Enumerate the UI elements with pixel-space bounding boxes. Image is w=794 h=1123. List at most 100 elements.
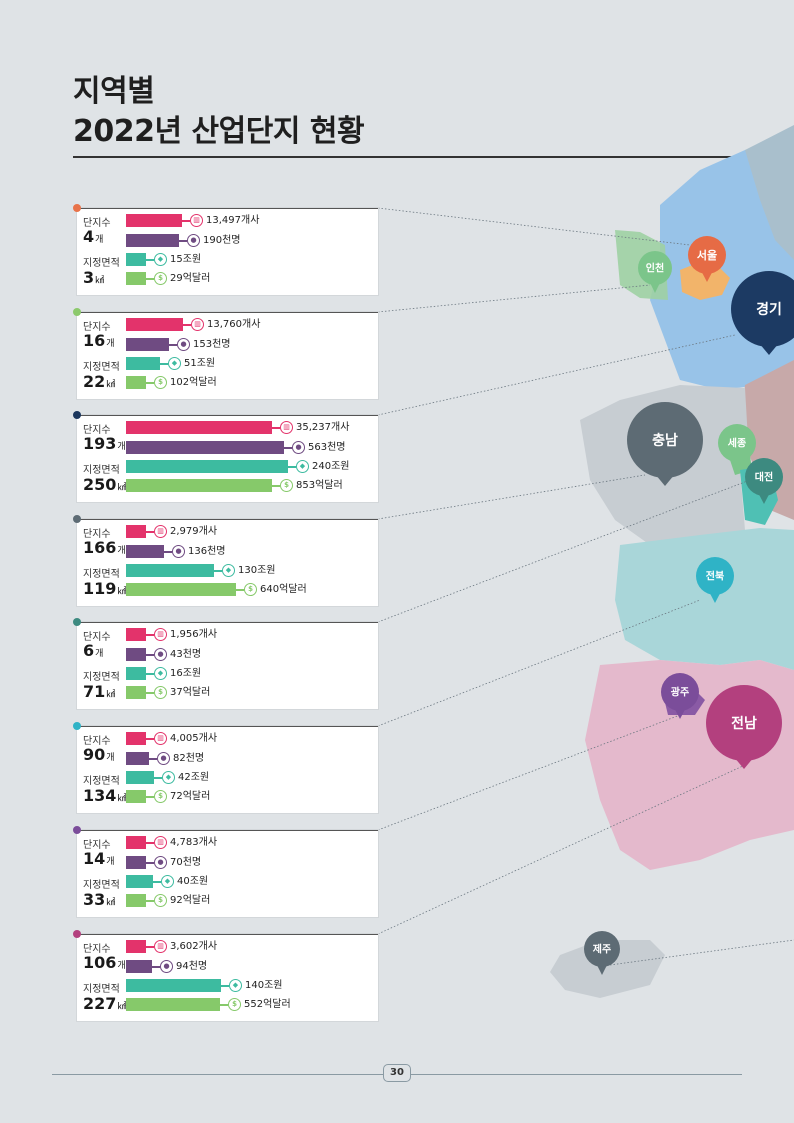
bar-export: [126, 272, 146, 285]
bar-worker: [126, 545, 164, 558]
card-marker-dot: [73, 722, 81, 730]
person-icon: ●: [177, 338, 190, 351]
bar-value-label: 552억달러: [244, 999, 291, 1010]
map-marker-pointer: [649, 282, 661, 293]
area-value: 250㎢: [83, 475, 126, 494]
location-pin-icon: ◆: [154, 253, 167, 266]
count-label: 단지수: [83, 840, 111, 851]
factory-icon: ▥: [154, 732, 167, 745]
bar-company: [126, 421, 272, 434]
bar-value-label: 42조원: [178, 772, 210, 783]
card-top-line: [77, 622, 378, 623]
map-marker: 제주: [584, 931, 620, 975]
bar-value-label: 4,783개사: [170, 837, 218, 848]
bar-export: [126, 479, 272, 492]
card-marker-dot: [73, 826, 81, 834]
map-region-gangwon: [745, 125, 794, 260]
bar-company: [126, 525, 146, 538]
dollar-icon: $: [244, 583, 257, 596]
dollar-icon: $: [154, 686, 167, 699]
bar-export: [126, 790, 146, 803]
bar-connector: [169, 344, 177, 346]
area-value: 134㎢: [83, 786, 126, 805]
bar-production: [126, 357, 160, 370]
count-value: 14개: [83, 849, 115, 868]
factory-icon: ▥: [154, 525, 167, 538]
region-card: 단지수 4개 지정면적 3㎢ ▥ 13,497개사 ● 190천명 ◆ 15조원 $29억달러: [73, 204, 378, 295]
map-marker-circle: [745, 458, 783, 496]
bar-company: [126, 214, 182, 227]
factory-icon: ▥: [154, 940, 167, 953]
factory-icon: ▥: [191, 318, 204, 331]
bar-worker: [126, 234, 179, 247]
bar-connector: [149, 758, 157, 760]
map-marker-label: 인천: [646, 262, 664, 275]
bar-value-label: 2,979개사: [170, 526, 218, 537]
bar-value-label: 51조원: [184, 358, 216, 369]
count-number: 4: [83, 227, 95, 246]
map-marker-pointer: [709, 592, 721, 603]
region-card: 단지수 166개 지정면적 119㎢ ▥ 2,979개사 ● 136천명 ◆ 130조원 $640억…: [73, 515, 378, 606]
card-top-line: [77, 726, 378, 727]
bar-value-label: 13,760개사: [207, 319, 261, 330]
bar-value-label: 15조원: [170, 254, 202, 265]
bar-company: [126, 628, 146, 641]
area-label: 지정면적: [83, 880, 120, 891]
count-label: 단지수: [83, 218, 111, 229]
map-marker-circle: [661, 673, 699, 711]
bar-production: [126, 460, 288, 473]
map-marker-label: 전남: [731, 715, 757, 732]
bar-connector: [146, 738, 154, 740]
count-label: 단지수: [83, 322, 111, 333]
map-marker-label: 세종: [728, 437, 746, 450]
person-icon: ●: [157, 752, 170, 765]
bar-worker: [126, 960, 152, 973]
bar-value-label: 37억달러: [170, 687, 211, 698]
count-number: 90: [83, 745, 106, 764]
bar-value-label: 640억달러: [260, 584, 307, 595]
map-marker-label: 제주: [593, 943, 611, 956]
region-card: 단지수 6개 지정면적 71㎢ ▥ 1,956개사 ● 43천명 ◆ 16조원 $37억달러: [73, 618, 378, 709]
map-region-jeonbuk: [615, 528, 794, 670]
bar-export: [126, 376, 146, 389]
bar-connector: [146, 796, 154, 798]
area-label: 지정면적: [83, 465, 120, 476]
area-number: 3: [83, 268, 95, 287]
count-value: 6개: [83, 641, 103, 660]
dollar-icon: $: [280, 479, 293, 492]
factory-icon: ▥: [280, 421, 293, 434]
leader-line: [609, 939, 794, 966]
count-number: 166: [83, 538, 117, 557]
area-label: 지정면적: [83, 362, 120, 373]
bar-value-label: 1,956개사: [170, 629, 218, 640]
factory-icon: ▥: [154, 836, 167, 849]
bar-connector: [146, 673, 154, 675]
card-top-line: [77, 830, 378, 831]
count-label: 단지수: [83, 944, 111, 955]
location-pin-icon: ◆: [222, 564, 235, 577]
map-region-seoul: [680, 262, 730, 300]
map-marker: 광주: [661, 673, 699, 719]
bar-value-label: 43천명: [170, 649, 202, 660]
bar-worker: [126, 338, 169, 351]
count-unit: 개: [117, 961, 126, 971]
count-value: 16개: [83, 331, 115, 350]
bar-connector: [220, 1004, 228, 1006]
area-label: 지정면적: [83, 776, 120, 787]
bar-value-label: 72억달러: [170, 791, 211, 802]
bar-production: [126, 667, 146, 680]
count-unit: 개: [106, 339, 115, 349]
area-unit: ㎢: [117, 1002, 127, 1012]
map-marker-circle: [706, 685, 782, 761]
map-marker-circle: [688, 236, 726, 274]
map-marker-circle: [627, 402, 703, 478]
bar-connector: [272, 427, 280, 429]
bar-connector: [146, 531, 154, 533]
dollar-icon: $: [154, 894, 167, 907]
count-number: 106: [83, 953, 117, 972]
bar-connector: [146, 692, 154, 694]
bar-value-label: 35,237개사: [296, 422, 350, 433]
map-marker-label: 대전: [755, 471, 773, 484]
leader-line: [377, 714, 681, 831]
